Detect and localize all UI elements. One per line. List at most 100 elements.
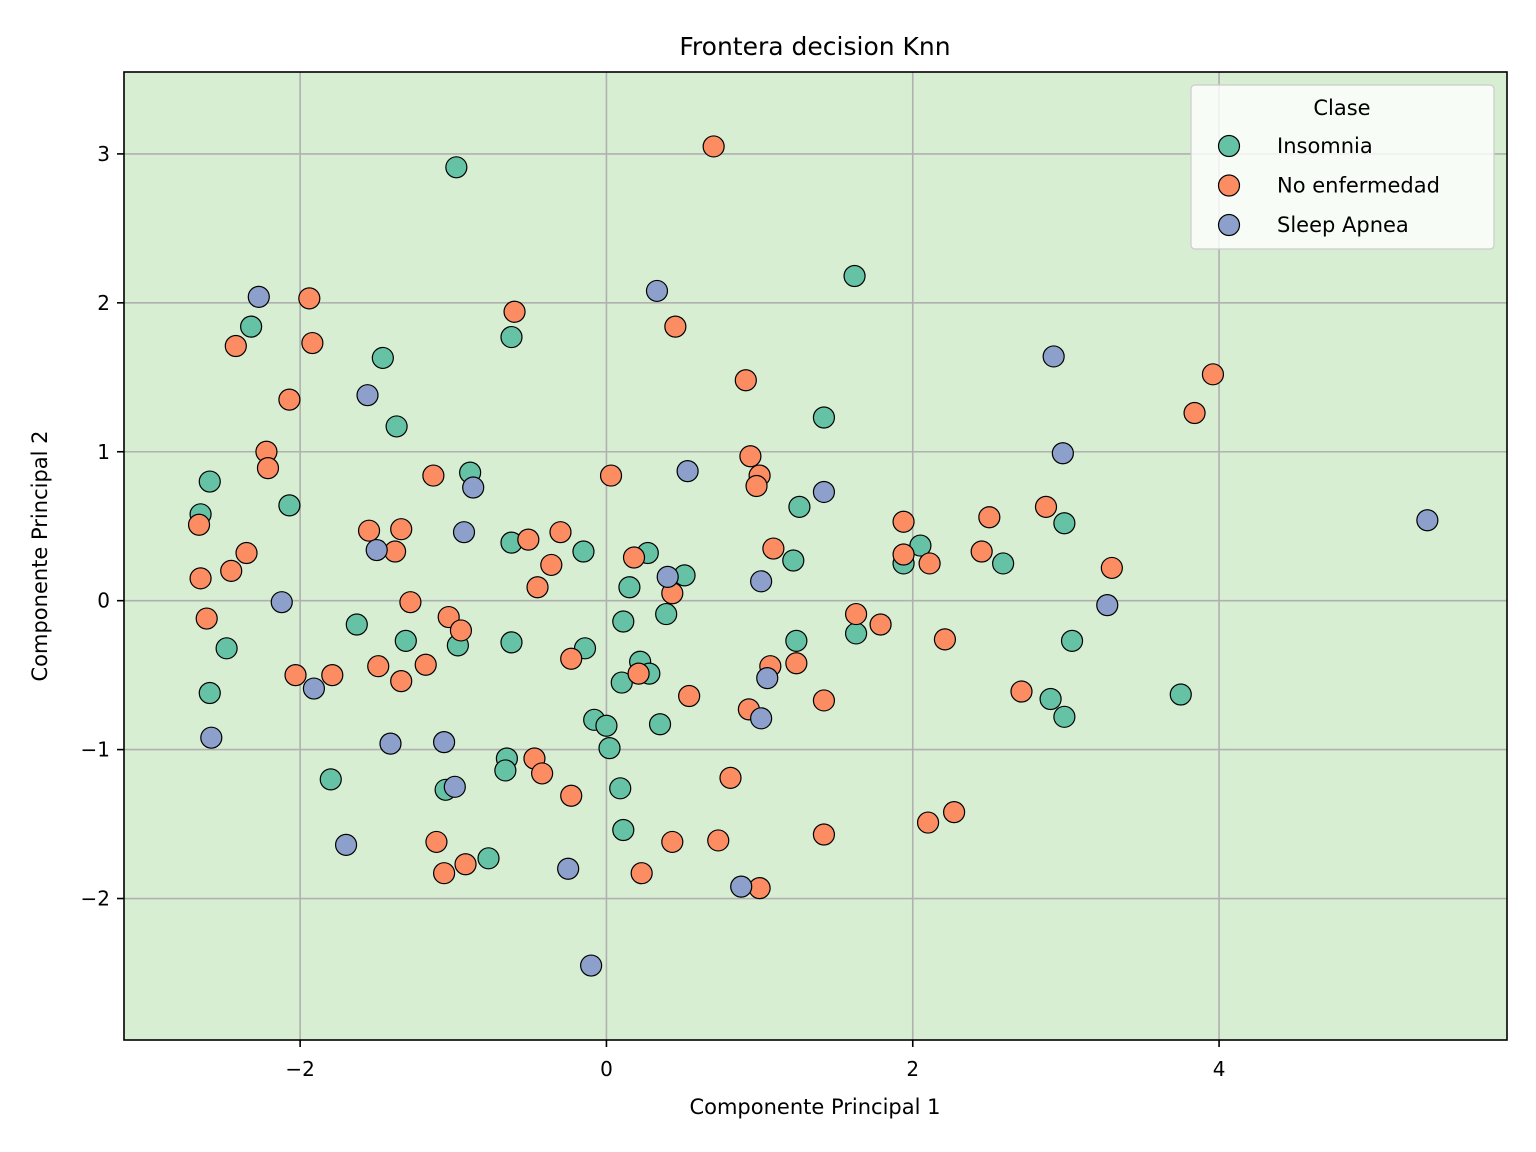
point-sleep-apnea <box>750 570 773 593</box>
point-insomnia <box>319 768 342 791</box>
point-insomnia <box>609 777 632 800</box>
point-no-enfermedad <box>367 655 390 678</box>
point-sleep-apnea <box>443 775 466 798</box>
point-insomnia <box>782 549 805 572</box>
point-no-enfermedad <box>627 662 650 685</box>
point-sleep-apnea <box>334 833 358 857</box>
point-insomnia <box>345 613 368 636</box>
data-points <box>187 135 1439 977</box>
point-sleep-apnea <box>462 476 485 499</box>
point-no-enfermedad <box>748 876 771 900</box>
legend-marker-sleep-apnea <box>1217 213 1241 237</box>
y-axis-ticks: −2 −1 0 1 2 3 <box>81 142 124 911</box>
y-tick-label: −2 <box>81 887 110 911</box>
point-insomnia <box>598 737 621 760</box>
point-no-enfermedad <box>734 369 757 392</box>
point-no-enfermedad <box>622 546 646 569</box>
point-no-enfermedad <box>933 628 957 651</box>
point-no-enfermedad <box>256 457 280 480</box>
point-no-enfermedad <box>399 591 422 614</box>
point-insomnia <box>1039 687 1062 711</box>
point-no-enfermedad <box>284 664 307 687</box>
point-no-enfermedad <box>560 784 583 807</box>
point-no-enfermedad <box>785 652 808 675</box>
point-no-enfermedad <box>661 830 684 854</box>
point-no-enfermedad <box>702 135 725 158</box>
point-insomnia <box>843 264 866 288</box>
point-insomnia <box>788 495 811 518</box>
point-insomnia <box>655 602 678 626</box>
point-no-enfermedad <box>531 762 554 785</box>
chart-title: Frontera decision Knn <box>679 32 950 61</box>
point-sleep-apnea <box>452 521 476 544</box>
point-no-enfermedad <box>549 521 572 544</box>
point-insomnia <box>477 847 500 870</box>
point-sleep-apnea <box>756 667 779 690</box>
point-no-enfermedad <box>630 862 653 885</box>
x-tick-label: −2 <box>285 1057 314 1081</box>
point-sleep-apnea <box>750 707 773 730</box>
point-sleep-apnea <box>1416 509 1439 532</box>
point-no-enfermedad <box>422 464 445 487</box>
point-sleep-apnea <box>676 460 699 483</box>
point-sleep-apnea <box>557 857 580 880</box>
grid-lines <box>124 72 1507 1040</box>
point-no-enfermedad <box>224 334 247 358</box>
point-sleep-apnea <box>270 591 293 614</box>
point-insomnia <box>618 576 641 599</box>
x-tick-label: 4 <box>1213 1057 1226 1081</box>
point-insomnia <box>648 713 672 736</box>
point-insomnia <box>992 552 1015 575</box>
point-no-enfermedad <box>383 540 407 563</box>
point-no-enfermedad <box>970 540 993 563</box>
point-insomnia <box>394 629 417 652</box>
point-no-enfermedad <box>425 830 448 854</box>
point-insomnia <box>494 759 517 782</box>
point-insomnia <box>385 415 408 438</box>
point-sleep-apnea <box>580 954 603 977</box>
point-no-enfermedad <box>235 541 258 565</box>
y-axis-label: Componente Principal 2 <box>28 430 52 681</box>
legend-title: Clase <box>1313 96 1370 120</box>
legend-label-no-enfermedad: No enfermedad <box>1277 174 1440 198</box>
x-axis-ticks: −2 0 2 4 <box>285 1040 1225 1081</box>
point-no-enfermedad <box>414 653 437 676</box>
point-no-enfermedad <box>869 613 892 636</box>
point-no-enfermedad <box>739 445 762 468</box>
point-no-enfermedad <box>1201 363 1225 386</box>
point-no-enfermedad <box>357 519 381 542</box>
point-insomnia <box>278 494 301 517</box>
point-no-enfermedad <box>1183 401 1206 425</box>
point-sleep-apnea <box>730 875 753 898</box>
point-no-enfermedad <box>517 528 540 551</box>
point-no-enfermedad <box>1010 680 1033 703</box>
point-no-enfermedad <box>719 766 742 789</box>
point-insomnia <box>1169 683 1192 706</box>
point-no-enfermedad <box>978 506 1001 529</box>
point-no-enfermedad <box>812 823 836 846</box>
point-no-enfermedad <box>707 829 730 852</box>
point-sleep-apnea <box>247 285 270 308</box>
point-no-enfermedad <box>678 684 701 708</box>
point-insomnia <box>612 818 635 842</box>
point-no-enfermedad <box>503 300 526 323</box>
point-no-enfermedad <box>1034 495 1058 518</box>
y-tick-label: 1 <box>97 440 110 464</box>
point-no-enfermedad <box>745 474 768 498</box>
point-insomnia <box>500 631 523 654</box>
point-no-enfermedad <box>1100 556 1123 580</box>
legend-marker-no-enfermedad <box>1217 174 1241 197</box>
point-insomnia <box>240 315 263 338</box>
point-no-enfermedad <box>560 647 583 670</box>
point-insomnia <box>785 629 808 652</box>
point-no-enfermedad <box>220 559 243 582</box>
x-tick-label: 0 <box>600 1057 613 1081</box>
point-no-enfermedad <box>278 388 301 411</box>
y-tick-label: 3 <box>97 142 110 166</box>
legend-label-insomnia: Insomnia <box>1277 134 1373 158</box>
legend-items: Insomnia No enfermedad Sleep Apnea <box>1217 134 1440 237</box>
point-insomnia <box>844 622 868 645</box>
point-no-enfermedad <box>599 464 623 487</box>
point-sleep-apnea <box>656 565 679 588</box>
